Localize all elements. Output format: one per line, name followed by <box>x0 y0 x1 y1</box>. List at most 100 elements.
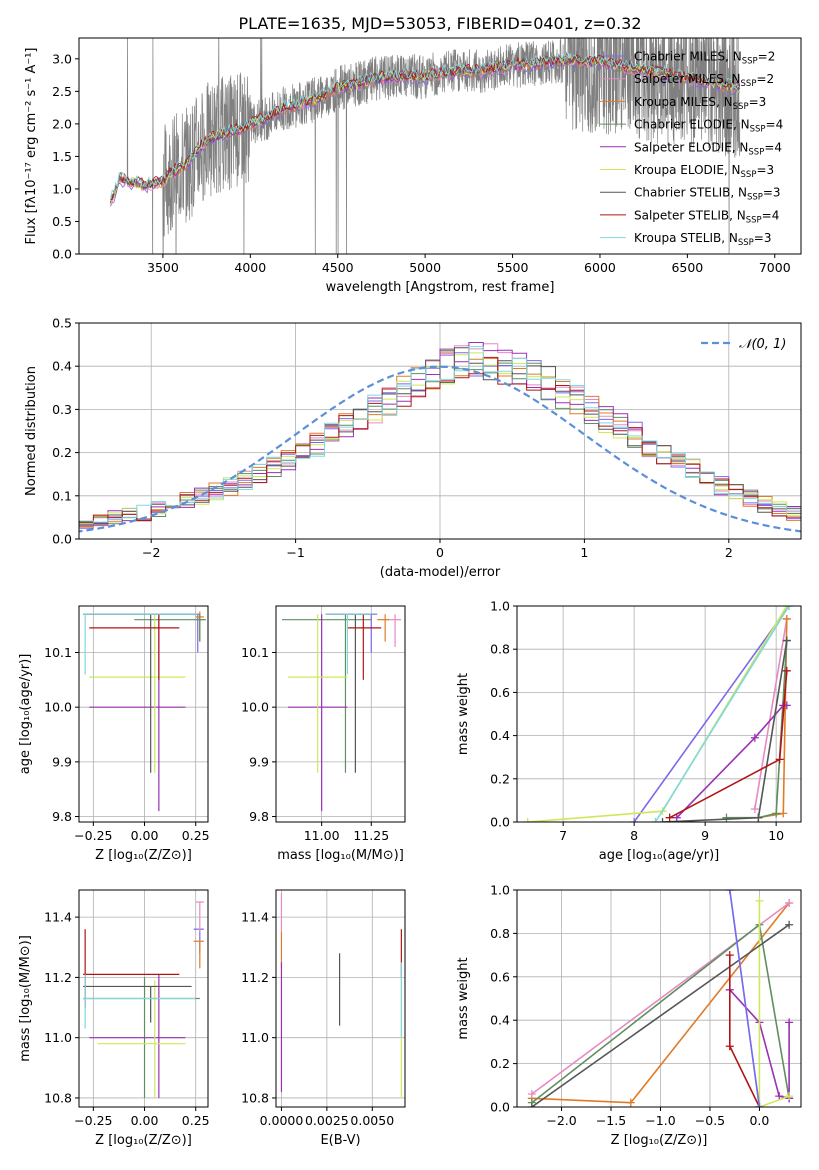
axes-frame <box>275 889 406 1108</box>
x-tick-label: −0.5 <box>695 1113 725 1128</box>
axes-frame <box>78 889 209 1108</box>
x-tick-label: 0.25 <box>182 828 210 843</box>
age-vs-metallicity-chart: −0.25 0.00 0.25 9.8 9.9 10.0 10.1 Z [log₁₀(Z/Z⊙… <box>18 605 210 863</box>
y-tick-label: 1.5 <box>52 149 72 164</box>
y-tick-label: 11.0 <box>241 1030 269 1045</box>
mass-weight-vs-age-chart: 7 8 9 10 0.0 0.2 0.4 0.6 0.8 1.0 age [log₁₀(age/yr… <box>456 599 802 863</box>
marker-plus <box>775 755 784 764</box>
legend-subscript: SSP <box>750 125 766 135</box>
x-axis-label: (data-model)/error <box>380 565 501 580</box>
histogram-step <box>79 356 801 527</box>
marker-plus <box>785 899 794 908</box>
plot-area <box>280 893 402 1098</box>
page-title: PLATE=1635, MJD=53053, FIBERID=0401, z=0… <box>238 14 641 33</box>
histogram-step <box>79 352 801 529</box>
y-tick-label: 0.6 <box>490 685 510 700</box>
y-tick-label: 0.0 <box>52 532 72 547</box>
legend-suffix: =4 <box>766 118 784 132</box>
marker-plus <box>784 606 793 610</box>
legend-subscript: SSP <box>738 238 754 248</box>
x-tick-label: 0.00 <box>131 828 159 843</box>
legend-suffix: =3 <box>756 163 774 177</box>
y-tick-label: 0.1 <box>52 488 72 503</box>
legend-label: Chabrier MILES, NSSP=2 <box>634 50 775 67</box>
y-tick-label: 9.9 <box>249 754 269 769</box>
marker-plus <box>782 636 791 645</box>
x-tick-label: 6500 <box>671 260 703 275</box>
x-tick-label: −2.0 <box>546 1113 576 1128</box>
mass-weight-line <box>758 900 790 1107</box>
x-axis-label: mass [log₁₀(M/M⊙)] <box>277 848 404 863</box>
x-tick-label: −1.5 <box>596 1113 626 1128</box>
x-tick-label: 0.0000 <box>260 1113 304 1128</box>
marker-plus <box>651 818 660 822</box>
y-tick-label: 0.2 <box>490 771 510 786</box>
y-tick-label: 10.8 <box>241 1090 269 1105</box>
y-tick-label: 9.8 <box>249 809 269 824</box>
marker-plus <box>725 890 734 894</box>
plot-area <box>83 611 206 812</box>
y-tick-label: 11.2 <box>241 970 269 985</box>
histogram-step <box>79 343 801 528</box>
axes-frame <box>78 605 209 823</box>
histogram-step <box>79 350 801 527</box>
y-axis-label: age [log₁₀(age/yr)] <box>18 654 33 775</box>
x-tick-label: 0.0025 <box>305 1113 349 1128</box>
marker-plus <box>785 1092 794 1101</box>
x-tick-label: −1.0 <box>645 1113 675 1128</box>
y-tick-label: 9.9 <box>52 754 72 769</box>
model-spectrum-line <box>110 52 741 198</box>
x-tick-label: 11.00 <box>304 828 340 843</box>
axes-overlay: −0.25 0.00 0.25 9.8 9.9 10.0 10.1 Z [log₁₀(Z/Z⊙… <box>18 605 210 863</box>
x-tick-label: 5000 <box>409 260 441 275</box>
grid <box>79 606 208 822</box>
axes-frame <box>78 37 802 255</box>
x-axis-label: wavelength [Angstrom, rest frame] <box>326 280 555 295</box>
y-axis-label: mass [log₁₀(M/M⊙)] <box>18 935 33 1062</box>
y-tick-label: 0.4 <box>490 728 510 743</box>
x-tick-label: −0.25 <box>74 828 112 843</box>
mass-weight-line <box>633 606 790 822</box>
y-tick-label: 0.6 <box>490 969 510 984</box>
histogram-step <box>79 342 801 526</box>
mass-weight-line <box>726 640 788 819</box>
legend-suffix: =3 <box>749 95 767 109</box>
y-axis-label: mass weight <box>456 957 471 1039</box>
plot-area <box>281 613 402 812</box>
x-tick-label: 4500 <box>322 260 354 275</box>
x-tick-label: 0.25 <box>182 1113 210 1128</box>
marker-plus <box>785 1018 794 1027</box>
marker-plus <box>772 809 781 818</box>
legend-label: Chabrier STELIB, NSSP=3 <box>634 186 781 203</box>
legend-subscript: SSP <box>748 147 764 157</box>
y-axis-label: Normed distribution <box>24 366 39 496</box>
y-tick-label: 1.0 <box>52 181 72 196</box>
legend-label: Salpeter MILES, NSSP=2 <box>634 72 774 89</box>
marker-plus <box>722 813 731 822</box>
axes-frame <box>516 605 802 823</box>
marker-plus <box>725 951 734 960</box>
y-axis-label: mass weight <box>456 673 471 755</box>
y-tick-label: 2.0 <box>52 116 72 131</box>
axes-frame <box>516 889 802 1108</box>
legend-label: Salpeter ELODIE, NSSP=4 <box>634 140 782 157</box>
marker-plus <box>755 896 764 905</box>
y-tick-label: 1.0 <box>490 599 510 614</box>
legend-suffix: =3 <box>763 186 781 200</box>
y-tick-label: 1.0 <box>490 883 510 898</box>
x-tick-label: −2 <box>142 545 160 560</box>
plot-area <box>83 901 204 1098</box>
marker-plus <box>782 666 791 675</box>
y-tick-label: 0.8 <box>490 926 510 941</box>
legend-suffix: =2 <box>758 50 776 64</box>
x-tick-label: 7 <box>559 828 567 843</box>
legend-suffix: =3 <box>754 231 772 245</box>
y-tick-label: 0.4 <box>52 359 72 374</box>
y-tick-label: 2.5 <box>52 84 72 99</box>
x-tick-label: 7000 <box>759 260 791 275</box>
y-tick-label: 10.8 <box>44 1090 72 1105</box>
axes-frame <box>275 605 406 823</box>
x-tick-label: 2 <box>725 545 733 560</box>
legend-subscript: SSP <box>733 102 749 112</box>
